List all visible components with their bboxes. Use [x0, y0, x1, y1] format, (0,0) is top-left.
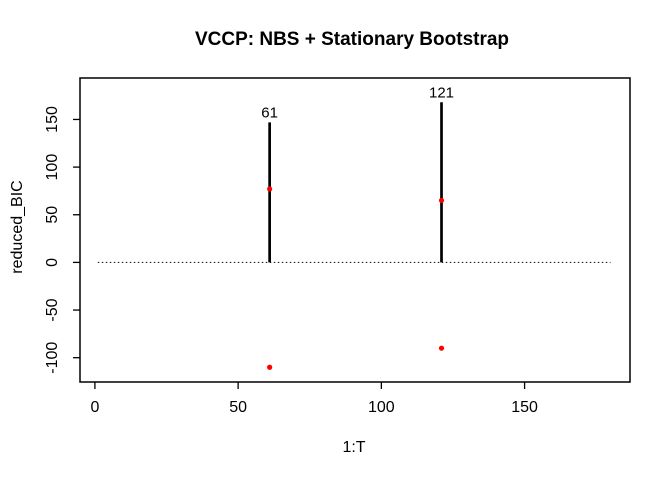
x-axis: 0 50 100 150 [90, 382, 538, 416]
y-tick-label: 50 [44, 206, 61, 224]
chart-title: VCCP: NBS + Stationary Bootstrap [195, 29, 509, 50]
plot-box [79, 77, 631, 383]
y-axis: -100 -50 0 50 100 150 [44, 106, 80, 374]
changepoint-point [267, 186, 273, 192]
y-tick-label: 100 [44, 154, 61, 181]
x-tick-label: 150 [511, 399, 538, 416]
x-axis-title: 1:T [342, 439, 365, 456]
changepoint-series-group: 61 121 [261, 84, 454, 370]
changepoint-lower-point [438, 345, 445, 351]
x-tick-label: 100 [368, 399, 395, 416]
changepoint-label: 61 [261, 104, 278, 121]
y-tick-label: 0 [44, 258, 61, 267]
changepoint-lower-point [267, 364, 273, 370]
y-tick-label: -50 [44, 298, 61, 321]
y-axis-title: reduced_BIC [9, 180, 26, 273]
x-tick-label: 0 [90, 399, 99, 416]
changepoint-label: 121 [429, 84, 454, 101]
x-tick-label: 50 [229, 399, 247, 416]
y-tick-label: -100 [44, 342, 61, 374]
changepoint-point [438, 197, 445, 204]
y-tick-label: 150 [44, 106, 61, 133]
